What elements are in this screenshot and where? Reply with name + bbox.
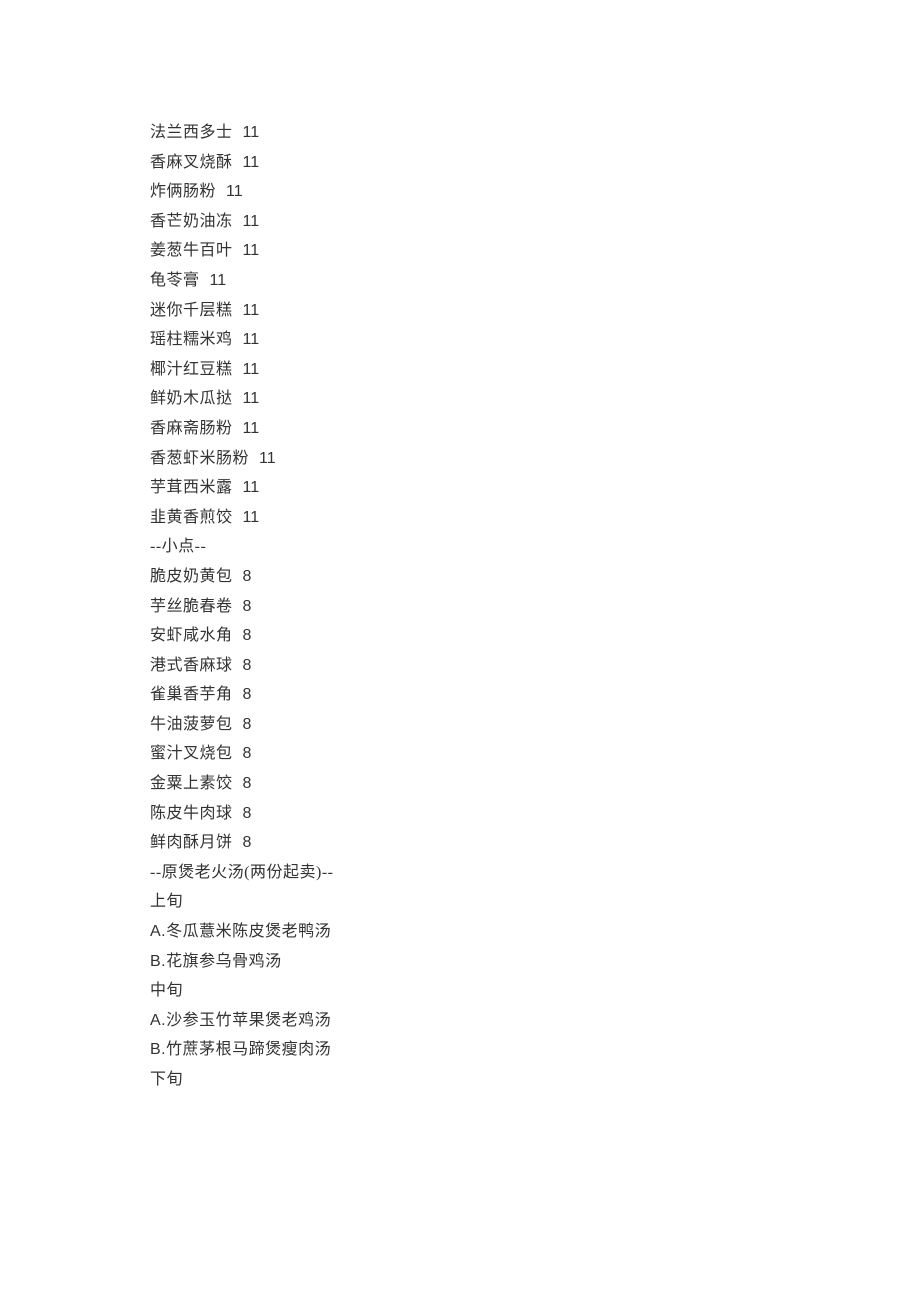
item-name: 陈皮牛肉球 [150, 805, 233, 822]
item-name: 金粟上素饺 [150, 775, 233, 792]
menu-item: 迷你千层糕 11 [150, 296, 770, 326]
soup-option-prefix: A. [150, 923, 166, 940]
menu-item: 炸俩肠粉 11 [150, 177, 770, 207]
item-name: 香麻叉烧酥 [150, 154, 233, 171]
item-price: 11 [243, 479, 260, 496]
item-price: 11 [243, 302, 260, 319]
soup-option-name: 冬瓜薏米陈皮煲老鸭汤 [166, 923, 331, 940]
menu-item: 鲜肉酥月饼 8 [150, 828, 770, 858]
menu-item: 安虾咸水角 8 [150, 621, 770, 651]
menu-item: 牛油菠萝包 8 [150, 710, 770, 740]
item-name: 香葱虾米肠粉 [150, 450, 249, 467]
menu-item: 香芒奶油冻 11 [150, 207, 770, 237]
item-name: 港式香麻球 [150, 657, 233, 674]
item-price: 11 [226, 183, 243, 200]
item-price: 11 [243, 390, 260, 407]
menu-item: 龟苓膏 11 [150, 266, 770, 296]
item-price: 11 [243, 420, 260, 437]
item-price: 11 [243, 331, 260, 348]
item-name: 炸俩肠粉 [150, 183, 216, 200]
menu-page: 法兰西多士 11 香麻叉烧酥 11 炸俩肠粉 11 香芒奶油冻 11 姜葱牛百叶… [0, 0, 920, 1195]
section-header-soup: --原煲老火汤(两份起卖)-- [150, 858, 770, 888]
item-name: 雀巢香芋角 [150, 686, 233, 703]
item-name: 迷你千层糕 [150, 302, 233, 319]
menu-item: 芋丝脆春卷 8 [150, 592, 770, 622]
soup-period-label: 下旬 [150, 1065, 770, 1095]
item-name: 法兰西多士 [150, 124, 233, 141]
item-price: 11 [243, 213, 260, 230]
menu-item: 香麻叉烧酥 11 [150, 148, 770, 178]
item-name: 龟苓膏 [150, 272, 200, 289]
item-name: 瑶柱糯米鸡 [150, 331, 233, 348]
soup-option-name: 沙参玉竹苹果煲老鸡汤 [166, 1012, 331, 1029]
menu-item: 蜜汁叉烧包 8 [150, 739, 770, 769]
soup-period-label: 中旬 [150, 976, 770, 1006]
item-price: 8 [243, 775, 252, 792]
item-name: 香麻斋肠粉 [150, 420, 233, 437]
menu-item: 姜葱牛百叶 11 [150, 236, 770, 266]
item-price: 8 [243, 686, 252, 703]
menu-item: 香麻斋肠粉 11 [150, 414, 770, 444]
item-price: 11 [243, 124, 260, 141]
menu-item: 法兰西多士 11 [150, 118, 770, 148]
item-name: 牛油菠萝包 [150, 716, 233, 733]
item-price: 11 [243, 154, 260, 171]
menu-item: 雀巢香芋角 8 [150, 680, 770, 710]
soup-option: B.竹蔗茅根马蹄煲瘦肉汤 [150, 1035, 770, 1065]
item-name: 椰汁红豆糕 [150, 361, 233, 378]
soup-option: A.沙参玉竹苹果煲老鸡汤 [150, 1006, 770, 1036]
item-price: 8 [243, 627, 252, 644]
item-name: 姜葱牛百叶 [150, 242, 233, 259]
item-name: 蜜汁叉烧包 [150, 745, 233, 762]
section-header-xiaodian: --小点-- [150, 532, 770, 562]
item-price: 8 [243, 805, 252, 822]
menu-item: 港式香麻球 8 [150, 651, 770, 681]
item-price: 8 [243, 745, 252, 762]
soup-option-name: 竹蔗茅根马蹄煲瘦肉汤 [166, 1041, 331, 1058]
item-name: 芋茸西米露 [150, 479, 233, 496]
item-name: 香芒奶油冻 [150, 213, 233, 230]
item-name: 韭黄香煎饺 [150, 509, 233, 526]
soup-option: A.冬瓜薏米陈皮煲老鸭汤 [150, 917, 770, 947]
menu-item: 椰汁红豆糕 11 [150, 355, 770, 385]
item-price: 11 [210, 272, 227, 289]
menu-item: 鲜奶木瓜挞 11 [150, 384, 770, 414]
soup-option: B.花旗参乌骨鸡汤 [150, 947, 770, 977]
menu-item: 香葱虾米肠粉 11 [150, 444, 770, 474]
soup-option-prefix: A. [150, 1012, 166, 1029]
item-price: 11 [243, 361, 260, 378]
menu-item: 瑶柱糯米鸡 11 [150, 325, 770, 355]
item-name: 安虾咸水角 [150, 627, 233, 644]
item-price: 11 [243, 509, 260, 526]
menu-item: 韭黄香煎饺 11 [150, 503, 770, 533]
menu-item: 金粟上素饺 8 [150, 769, 770, 799]
item-price: 8 [243, 568, 252, 585]
item-name: 脆皮奶黄包 [150, 568, 233, 585]
item-price: 11 [259, 450, 276, 467]
menu-item: 陈皮牛肉球 8 [150, 799, 770, 829]
item-price: 11 [243, 242, 260, 259]
soup-option-prefix: B. [150, 953, 166, 970]
item-name: 鲜肉酥月饼 [150, 834, 233, 851]
menu-item: 脆皮奶黄包 8 [150, 562, 770, 592]
soup-option-prefix: B. [150, 1041, 166, 1058]
soup-period-label: 上旬 [150, 887, 770, 917]
item-price: 8 [243, 657, 252, 674]
item-price: 8 [243, 716, 252, 733]
menu-item: 芋茸西米露 11 [150, 473, 770, 503]
item-price: 8 [243, 598, 252, 615]
soup-option-name: 花旗参乌骨鸡汤 [166, 953, 282, 970]
item-name: 芋丝脆春卷 [150, 598, 233, 615]
item-name: 鲜奶木瓜挞 [150, 390, 233, 407]
item-price: 8 [243, 834, 252, 851]
